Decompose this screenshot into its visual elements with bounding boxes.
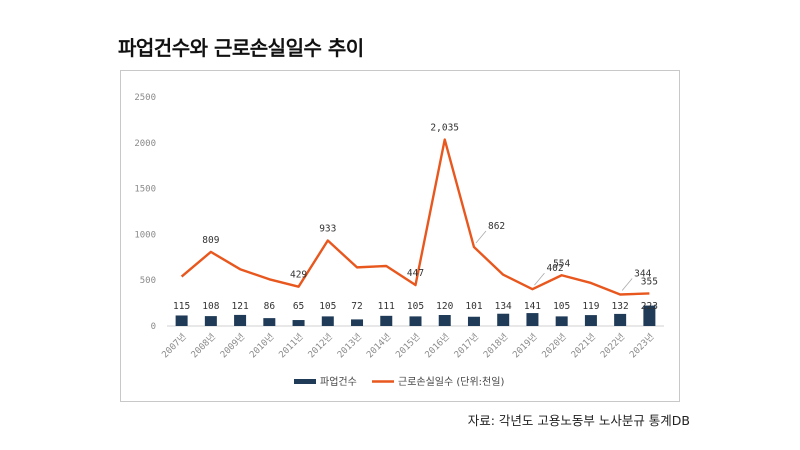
bar (526, 313, 539, 326)
x-tick-label: 2007년 (160, 331, 189, 360)
y-tick-label: 0 (151, 322, 156, 332)
x-tick-label: 2014년 (364, 331, 393, 360)
source-note: 자료: 각년도 고용노동부 노사분규 통계DB (467, 413, 690, 428)
bar (380, 315, 393, 326)
bar (497, 313, 510, 326)
label-leader-line (621, 278, 633, 291)
bar-value-label: 72 (351, 301, 362, 312)
bar (643, 305, 656, 326)
bar-value-label: 134 (495, 301, 512, 312)
y-tick-label: 2500 (134, 93, 156, 103)
x-tick-label: 2017년 (452, 331, 481, 360)
line-series (180, 138, 650, 296)
x-tick-label: 2011년 (277, 331, 306, 360)
x-tick-label: 2023년 (628, 331, 657, 360)
bar-value-label: 141 (524, 301, 541, 312)
bar (467, 316, 480, 326)
bar-value-label: 111 (378, 301, 395, 312)
bar (321, 316, 334, 326)
bar-value-label: 115 (173, 301, 190, 312)
bar (234, 314, 247, 326)
x-tick-label: 2013년 (335, 331, 364, 360)
bar (351, 319, 364, 326)
legend-label-bar: 파업건수 (320, 375, 357, 388)
bar (438, 315, 451, 326)
bar (204, 316, 217, 326)
bar-value-label: 65 (293, 301, 304, 312)
line-value-label: 447 (407, 268, 424, 279)
line-value-label: 862 (488, 221, 505, 232)
legend-label-line: 근로손실일수 (단위:천일) (398, 375, 504, 388)
bar-value-label: 132 (612, 301, 629, 312)
y-tick-label: 1000 (134, 230, 156, 240)
bar (409, 316, 422, 326)
label-leader-line (475, 230, 487, 244)
y-tick-label: 1500 (134, 185, 156, 195)
bar (175, 315, 188, 326)
line-value-label: 429 (290, 270, 307, 281)
y-tick-label: 2000 (134, 139, 156, 149)
bar (292, 320, 305, 326)
line-value-label: 933 (319, 224, 336, 235)
x-tick-label: 2008년 (189, 331, 218, 360)
line-value-label: 355 (641, 276, 658, 287)
line-value-label: 402 (546, 263, 563, 274)
x-tick-label: 2018년 (481, 331, 510, 360)
bar (555, 316, 568, 326)
x-tick-label: 2012년 (306, 331, 335, 360)
x-tick-label: 2009년 (218, 331, 247, 360)
chart-frame (120, 70, 680, 402)
bar (263, 318, 276, 326)
bar-value-label: 119 (582, 301, 599, 312)
x-tick-label: 2015년 (394, 331, 423, 360)
bar (614, 313, 627, 326)
legend-swatch-bar (294, 379, 316, 384)
bar-value-label: 120 (436, 301, 453, 312)
bar-value-label: 101 (465, 301, 482, 312)
x-tick-label: 2022년 (598, 331, 627, 360)
chart-title: 파업건수와 근로손실일수 추이 (118, 36, 364, 60)
line-value-label: 344 (634, 268, 651, 279)
x-tick-label: 2019년 (511, 331, 540, 360)
bar-value-label: 105 (319, 301, 336, 312)
label-leader-line (534, 272, 545, 286)
bar (584, 315, 597, 326)
bar-value-label: 223 (641, 301, 658, 312)
line-value-label: 554 (553, 258, 570, 269)
bar-value-label: 108 (202, 301, 219, 312)
bar-value-label: 105 (553, 301, 570, 312)
y-tick-label: 500 (140, 276, 156, 286)
bar-value-label: 121 (232, 301, 249, 312)
x-tick-label: 2020년 (540, 331, 569, 360)
bar-value-label: 105 (407, 301, 424, 312)
line-value-label: 809 (202, 235, 219, 246)
x-tick-label: 2016년 (423, 331, 452, 360)
x-tick-label: 2010년 (247, 331, 276, 360)
bar-value-label: 86 (264, 301, 276, 312)
line-value-label: 2,035 (430, 123, 459, 134)
x-tick-label: 2021년 (569, 331, 598, 360)
